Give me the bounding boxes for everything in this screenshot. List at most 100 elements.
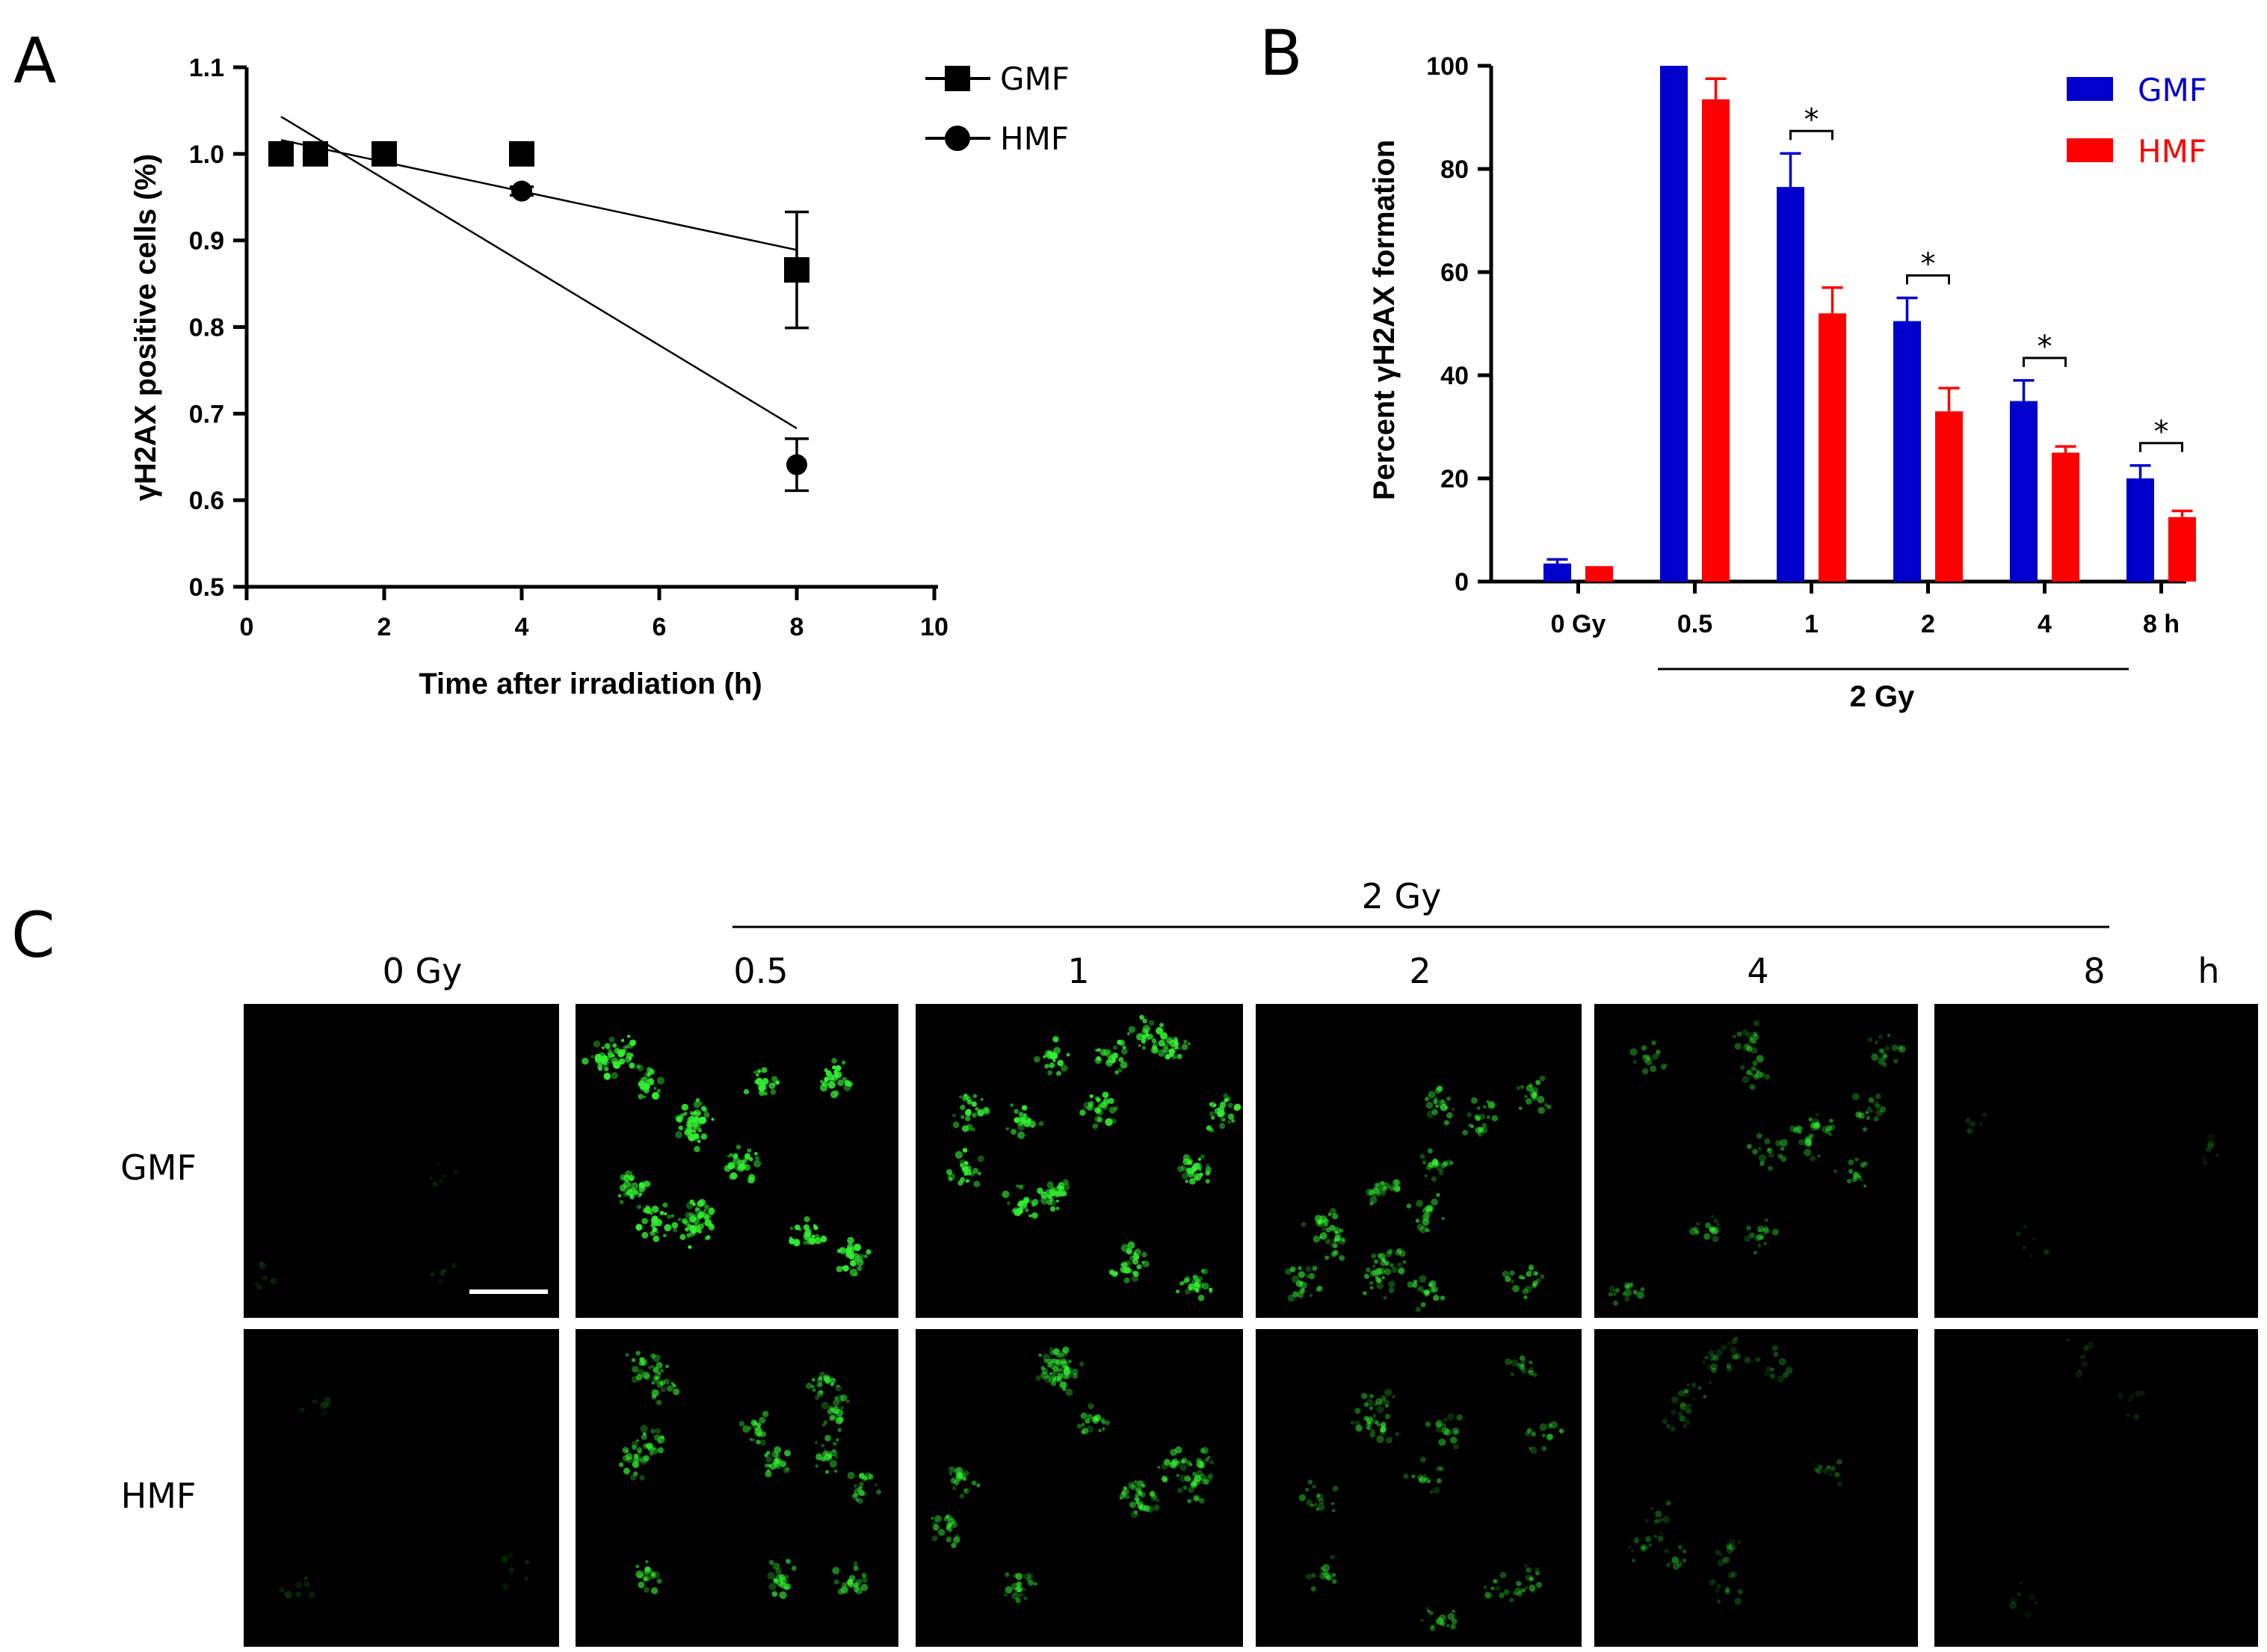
foci-dot [1830, 1466, 1836, 1472]
foci-dot [1822, 1126, 1828, 1133]
foci-dot [2202, 1160, 2208, 1166]
foci-dot [1768, 1165, 1773, 1171]
foci-dot [622, 1455, 629, 1461]
foci-dot [847, 1236, 854, 1245]
foci-dot [653, 1446, 656, 1450]
foci-dot [1520, 1367, 1527, 1374]
foci-dot [1316, 1493, 1321, 1498]
foci-dot [2078, 1369, 2082, 1373]
foci-dot [651, 1381, 655, 1384]
foci-dot [1058, 1381, 1067, 1389]
foci-dot [644, 1568, 651, 1576]
foci-dot [2207, 1142, 2215, 1149]
foci-dot [1798, 1130, 1802, 1135]
foci-dot [1813, 1123, 1821, 1130]
foci-dot [818, 1382, 823, 1387]
foci-dot [619, 1184, 627, 1192]
foci-dot [1671, 1396, 1679, 1404]
foci-dot [429, 1176, 434, 1180]
foci-dot [830, 1091, 838, 1099]
foci-dot [1629, 1048, 1638, 1056]
foci-dot [1141, 1251, 1147, 1257]
foci-dot [1767, 1147, 1771, 1152]
foci-dot [1182, 1153, 1190, 1162]
foci-dot [1634, 1540, 1638, 1544]
foci-dot [1798, 1139, 1805, 1146]
foci-dot [1192, 1471, 1197, 1476]
foci-dot [1023, 1573, 1031, 1580]
foci-dot [820, 1235, 827, 1242]
foci-dot [1777, 1153, 1783, 1159]
foci-dot [1339, 1228, 1344, 1233]
foci-dot [961, 1094, 969, 1102]
foci-dot [1054, 1375, 1061, 1382]
foci-dot [1334, 1230, 1338, 1233]
foci-dot [697, 1223, 705, 1230]
foci-dot [1149, 1491, 1156, 1497]
scale-bar [469, 1289, 548, 1294]
foci-dot [1330, 1554, 1335, 1560]
foci-dot [734, 1164, 741, 1171]
foci-dot [759, 1417, 766, 1424]
foci-dot [1656, 1536, 1663, 1543]
foci-dot [1434, 1087, 1442, 1094]
foci-dot [1433, 1099, 1438, 1105]
panel-b-significance-bracket [2023, 357, 2067, 367]
foci-dot [1685, 1420, 1690, 1425]
foci-dot [663, 1378, 670, 1385]
foci-dot [657, 1435, 665, 1443]
foci-dot [2032, 1236, 2036, 1242]
foci-dot [1040, 1197, 1049, 1205]
foci-dot [1529, 1446, 1532, 1450]
panel-b-group-label: 2 Gy [1850, 680, 1915, 713]
foci-dot [1726, 1544, 1731, 1550]
foci-dot [1043, 1055, 1046, 1058]
panel-b-x-tick-label: 2 [1921, 610, 1935, 638]
foci-dot [1158, 1039, 1166, 1047]
foci-dot [1223, 1093, 1228, 1098]
foci-dot [2117, 1393, 2123, 1399]
foci-dot [1439, 1614, 1446, 1622]
foci-dot [1112, 1045, 1117, 1050]
foci-dot [747, 1176, 755, 1184]
foci-dot [1435, 1162, 1440, 1166]
foci-dot [1319, 1572, 1327, 1580]
foci-dot [1558, 1428, 1563, 1433]
foci-dot [1873, 1116, 1879, 1122]
foci-dot [1822, 1467, 1828, 1474]
foci-dot [1055, 1199, 1059, 1203]
foci-dot [752, 1423, 757, 1428]
foci-dot [1028, 1579, 1034, 1586]
foci-dot [1160, 1032, 1168, 1040]
foci-dot [667, 1214, 671, 1219]
foci-dot [1097, 1108, 1101, 1113]
foci-dot [1632, 1559, 1635, 1563]
foci-dot [814, 1233, 820, 1239]
foci-dot [1325, 1227, 1331, 1233]
foci-dot [1508, 1597, 1514, 1603]
foci-dot [1814, 1467, 1819, 1472]
foci-dot [1817, 1154, 1821, 1158]
foci-dot [1879, 1106, 1887, 1113]
foci-dot [1689, 1227, 1697, 1236]
foci-dot [689, 1230, 696, 1237]
foci-dot [1481, 1123, 1487, 1128]
foci-dot [1518, 1275, 1523, 1280]
panel-c-col-8: 8 [2083, 951, 2105, 991]
foci-dot [855, 1579, 863, 1585]
foci-dot [1640, 1286, 1645, 1292]
foci-dot [641, 1180, 649, 1187]
foci-dot [703, 1209, 707, 1212]
foci-dot [1369, 1189, 1375, 1196]
foci-dot [833, 1454, 839, 1459]
foci-dot [1380, 1426, 1387, 1432]
foci-dot [703, 1112, 710, 1118]
foci-dot [1135, 1487, 1142, 1494]
foci-dot [938, 1529, 946, 1536]
foci-dot [1131, 1485, 1138, 1491]
foci-dot [641, 1434, 647, 1440]
panel-a-legend: GMF HMF [925, 61, 1070, 157]
foci-dot [832, 1065, 836, 1070]
foci-dot [1367, 1422, 1372, 1427]
foci-dot [1734, 1353, 1741, 1360]
